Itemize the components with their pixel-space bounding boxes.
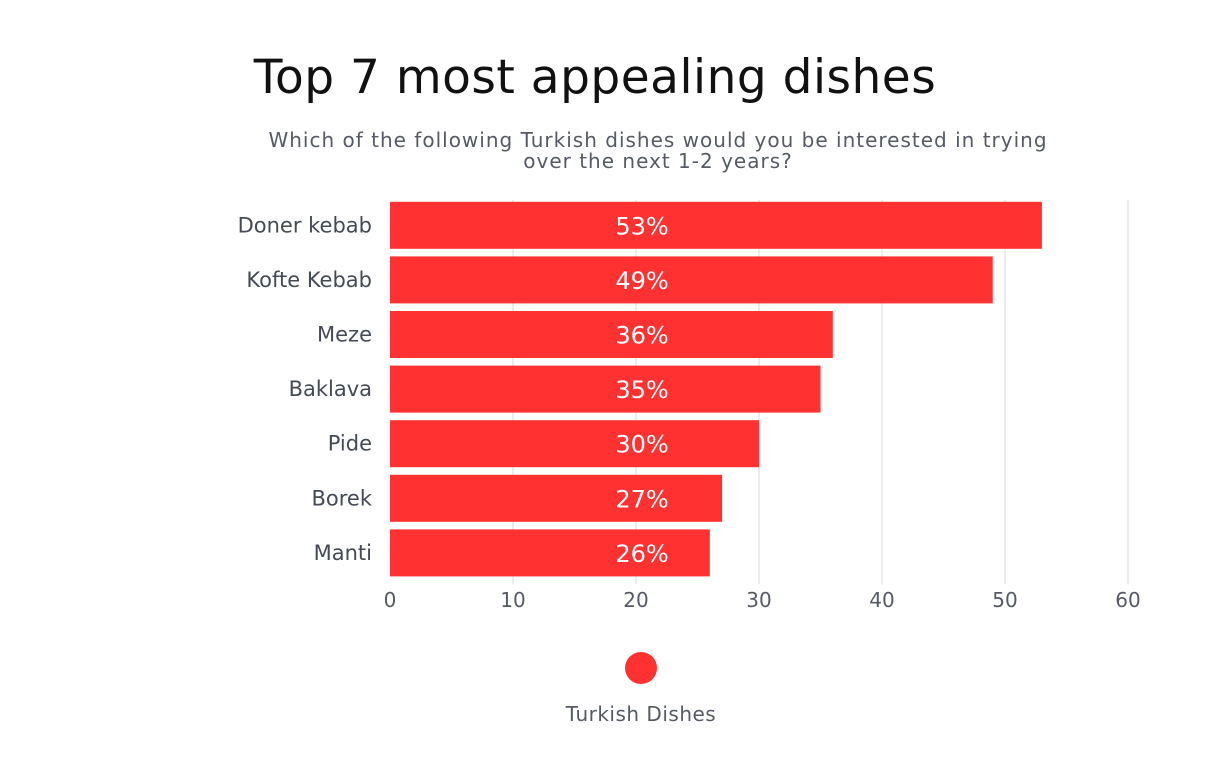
x-tick-label: 60 [1115,588,1140,612]
bar [390,201,1042,249]
category-label: Meze [317,323,372,347]
x-tick-label: 20 [623,588,648,612]
category-label: Doner kebab [238,213,372,237]
category-label: Borek [311,486,372,510]
chart-title: Top 7 most appealing dishes [253,50,937,105]
legend: Turkish Dishes [541,652,741,726]
bar [390,474,723,522]
category-label: Manti [314,541,372,565]
data-label: 49% [615,267,668,295]
data-label: 27% [615,485,668,513]
x-tick-label: 30 [746,588,771,612]
bar [390,256,993,304]
x-tick-label: 40 [869,588,894,612]
data-label: 53% [615,212,668,240]
data-label: 30% [615,431,668,459]
legend-marker [625,652,657,684]
data-label: 26% [615,540,668,568]
category-label: Kofte Kebab [246,268,372,292]
category-label: Pide [328,432,372,456]
legend-label: Turkish Dishes [565,702,717,726]
bar [390,420,759,468]
bar [390,311,833,358]
data-label: 36% [615,322,668,350]
bar [390,365,821,413]
bar [390,529,710,577]
x-tick-label: 10 [500,588,525,612]
chart-subtitle: Which of the following Turkish dishes wo… [268,128,1048,173]
x-tick-label: 50 [992,588,1017,612]
category-label: Baklava [289,377,372,401]
data-label: 35% [615,376,668,404]
x-tick-label: 0 [384,588,397,612]
bar-chart: Doner kebab 53% Kofte Kebab 49% Meze 36% Bakla… [238,200,1141,612]
